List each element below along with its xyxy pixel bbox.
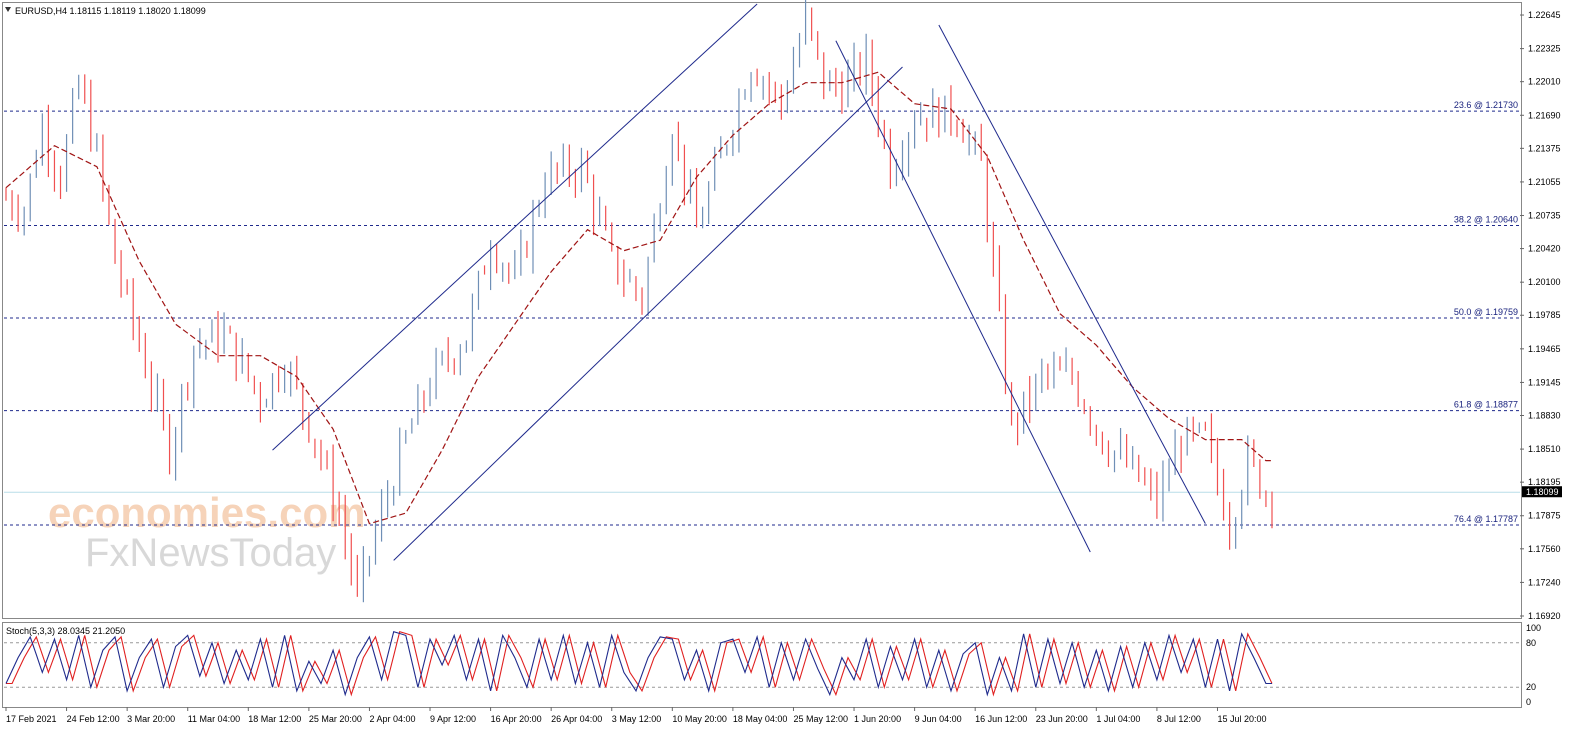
trendline-channel-upper [272,3,758,451]
time-axis-label: 23 Jun 20:00 [1036,714,1088,724]
price-axis-label: 1.22645 [1528,10,1561,20]
time-axis: 17 Feb 2021 24 Feb 12:00 3 Mar 20:00 11 Mar… [5,707,1267,724]
time-axis-label: 11 Mar 04:00 [188,714,240,724]
price-axis-label: 1.20420 [1528,244,1561,254]
time-axis-label: 18 May 04:00 [733,714,788,724]
time-axis-label: 16 Jun 12:00 [975,714,1027,724]
price-axis: 1.22645 1.22325 1.22010 1.21690 1.21375 1.210… [1520,10,1561,621]
stochastic-pane-frame [2,622,1522,708]
time-axis-label: 17 Feb 2021 [6,714,57,724]
time-axis-label: 3 Mar 20:00 [127,714,175,724]
symbol-info-header: EURUSD,H4 1.18115 1.18119 1.18020 1.1809… [5,6,206,16]
symbol-info-text: EURUSD,H4 1.18115 1.18119 1.18020 1.1809… [15,6,206,16]
time-axis-label: 16 Apr 20:00 [491,714,542,724]
price-axis-label: 1.17560 [1528,544,1561,554]
current-price-tag-label: 1.18099 [1526,487,1559,497]
price-axis-label: 1.17240 [1528,577,1561,587]
price-axis-label: 1.22010 [1528,77,1561,87]
trendline-downtrend-inner [938,24,1206,524]
stochastic-axis-label: 80 [1526,638,1536,648]
price-axis-label: 1.22325 [1528,44,1561,54]
stochastic-label: Stoch(5,3,3) 28.0345 21.2050 [6,626,125,636]
time-axis-label: 10 May 20:00 [672,714,727,724]
watermark: economies.com FxNewsToday [48,489,365,575]
stochastic-axis-label: 0 [1526,697,1531,707]
collapse-triangle-icon[interactable] [5,7,11,12]
price-axis-label: 1.21055 [1528,177,1561,187]
fib-level-label: 76.4 @ 1.17787 [1454,514,1518,524]
current-price-tag: 1.18099 [1522,486,1562,498]
watermark-brand-fxnewstoday: FxNewsToday [85,531,336,575]
time-axis-label: 25 Mar 20:00 [309,714,362,724]
price-axis-label: 1.19465 [1528,344,1561,354]
price-axis-label: 1.16920 [1528,611,1561,621]
current-price-tag-bg [1522,486,1562,498]
fib-level-label: 23.6 @ 1.21730 [1454,100,1518,110]
time-axis-label: 25 May 12:00 [793,714,848,724]
trendline-channel-lower [393,66,903,561]
price-axis-label: 1.20100 [1528,277,1561,287]
price-axis-label: 1.18195 [1528,477,1561,487]
price-axis-label: 1.20735 [1528,211,1561,221]
price-pane-frame [2,2,1522,619]
time-axis-label: 15 Jul 20:00 [1217,714,1266,724]
time-axis-label: 9 Apr 12:00 [430,714,476,724]
time-axis-label: 24 Feb 12:00 [67,714,120,724]
price-axis-label: 1.17875 [1528,511,1561,521]
stochastic-main-line [5,631,1272,697]
fib-level-label: 38.2 @ 1.20640 [1454,214,1518,224]
time-axis-label: 8 Jul 12:00 [1157,714,1201,724]
time-axis-label: 1 Jun 20:00 [854,714,901,724]
fib-level-label: 50.0 @ 1.19759 [1454,307,1518,317]
stochastic-indicator: 100 80 20 0 [4,623,1541,707]
price-axis-label: 1.18830 [1528,410,1561,420]
time-axis-label: 9 Jun 04:00 [915,714,962,724]
price-axis-label: 1.21375 [1528,143,1561,153]
trendlines [272,3,1206,561]
stochastic-signal-line [6,631,1273,697]
price-axis-label: 1.19145 [1528,377,1561,387]
trendline-downtrend-outer [835,40,1091,553]
fibonacci-levels: 23.6 @ 1.21730 38.2 @ 1.20640 50.0 @ 1.197… [4,100,1520,526]
moving-average-line [5,71,1272,525]
price-axis-label: 1.21690 [1528,110,1561,120]
price-axis-label: 1.18510 [1528,444,1561,454]
time-axis-label: 26 Apr 04:00 [551,714,602,724]
price-axis-label: 1.19785 [1528,310,1561,320]
time-axis-label: 2 Apr 04:00 [369,714,415,724]
fib-level-label: 61.8 @ 1.18877 [1454,400,1518,410]
time-axis-label: 1 Jul 04:00 [1096,714,1140,724]
stochastic-axis-label: 20 [1526,682,1536,692]
watermark-brand-economies: economies.com [48,489,365,536]
price-bars [5,0,1273,603]
time-axis-label: 18 Mar 12:00 [248,714,301,724]
time-axis-label: 3 May 12:00 [612,714,662,724]
stochastic-axis-label: 100 [1526,623,1541,633]
